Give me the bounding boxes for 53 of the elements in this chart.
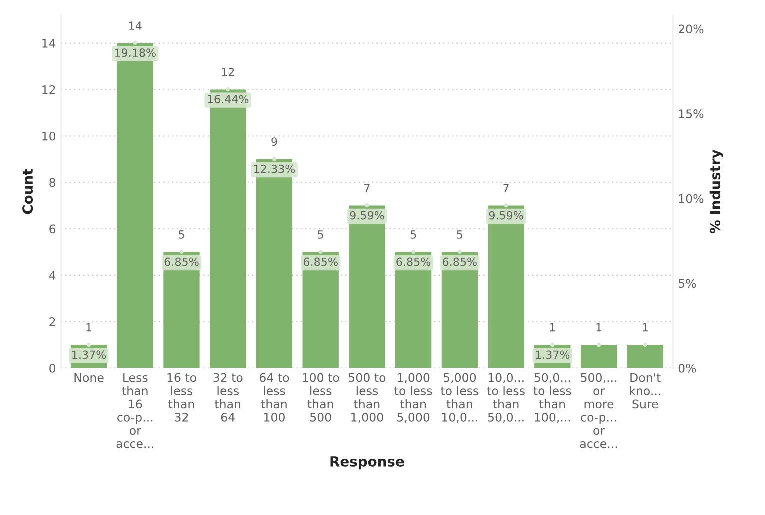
x-tick-label: 64 to less than 100 (260, 373, 290, 422)
x-tick-label: Less than 16 co-p... or acce... (116, 373, 154, 448)
x-tick-label: 1,000 to less than 5,000 (394, 373, 432, 424)
y-tick-label: 6 (50, 224, 56, 234)
y-axis-title: Count (22, 169, 34, 214)
x-tick-label: 100 to less than 500 (303, 373, 340, 422)
x-tick-label: None (74, 373, 104, 382)
x-tick-label: 16 to less than 32 (168, 373, 196, 422)
x-tick-label: 32 to less than 64 (214, 373, 243, 422)
x-tick-label: 500,... or more co-p... or acce... (580, 373, 618, 448)
data-label: 5 (179, 230, 184, 239)
data-label: 9.59% (489, 211, 524, 220)
data-label: 1.37% (536, 350, 570, 360)
data-label: 1 (643, 323, 648, 332)
x-tick-label: 5,000 to less than 10,0... (441, 373, 479, 424)
data-label: 6.85% (443, 258, 477, 266)
y-tick-label: 4 (49, 271, 56, 280)
data-label: 12.33% (254, 164, 296, 174)
x-axis-title: Response (330, 456, 404, 470)
x-tick-label: 500 to less than 1,000 (349, 373, 386, 424)
x-tick-label: Don't kno... Sure (630, 373, 661, 409)
data-label: 1.37% (72, 350, 106, 360)
y-tick-label: 8 (50, 178, 56, 188)
y2-tick-label: 0% (678, 364, 696, 373)
data-label: 7 (504, 184, 509, 192)
data-label: 9.59% (350, 211, 384, 220)
y2-tick-label: 20% (678, 24, 704, 34)
data-label: 1 (550, 323, 556, 332)
y-tick-label: 14 (42, 39, 56, 48)
data-label: 1 (86, 323, 92, 332)
data-label: 1 (596, 323, 602, 332)
y-tick-label: 10 (42, 132, 56, 141)
data-label: 6.85% (304, 258, 338, 266)
y-tick-label: 2 (50, 318, 56, 326)
data-label: 16.44% (208, 95, 249, 104)
data-label: 6.85% (396, 258, 431, 266)
y-tick-label: 0 (50, 364, 56, 373)
data-label: 12 (222, 68, 234, 76)
y2-axis-title: % Industry (710, 150, 724, 234)
data-label: 19.18% (115, 48, 156, 58)
data-label: 9 (272, 138, 278, 146)
data-label: 14 (130, 22, 142, 30)
x-tick-label: 50,0... to less than 100,... (534, 373, 572, 424)
data-label: 5 (457, 230, 462, 239)
y2-tick-label: 5% (678, 279, 696, 288)
y2-tick-label: 10% (679, 194, 704, 204)
data-label: 5 (410, 230, 416, 239)
data-label: 7 (364, 184, 370, 192)
data-label: 6.85% (164, 258, 199, 266)
y-tick-label: 12 (42, 85, 56, 94)
y2-tick-label: 15% (679, 110, 704, 118)
x-tick-label: 10,0... to less than 50,0... (487, 373, 525, 424)
data-label: 5 (318, 230, 324, 239)
